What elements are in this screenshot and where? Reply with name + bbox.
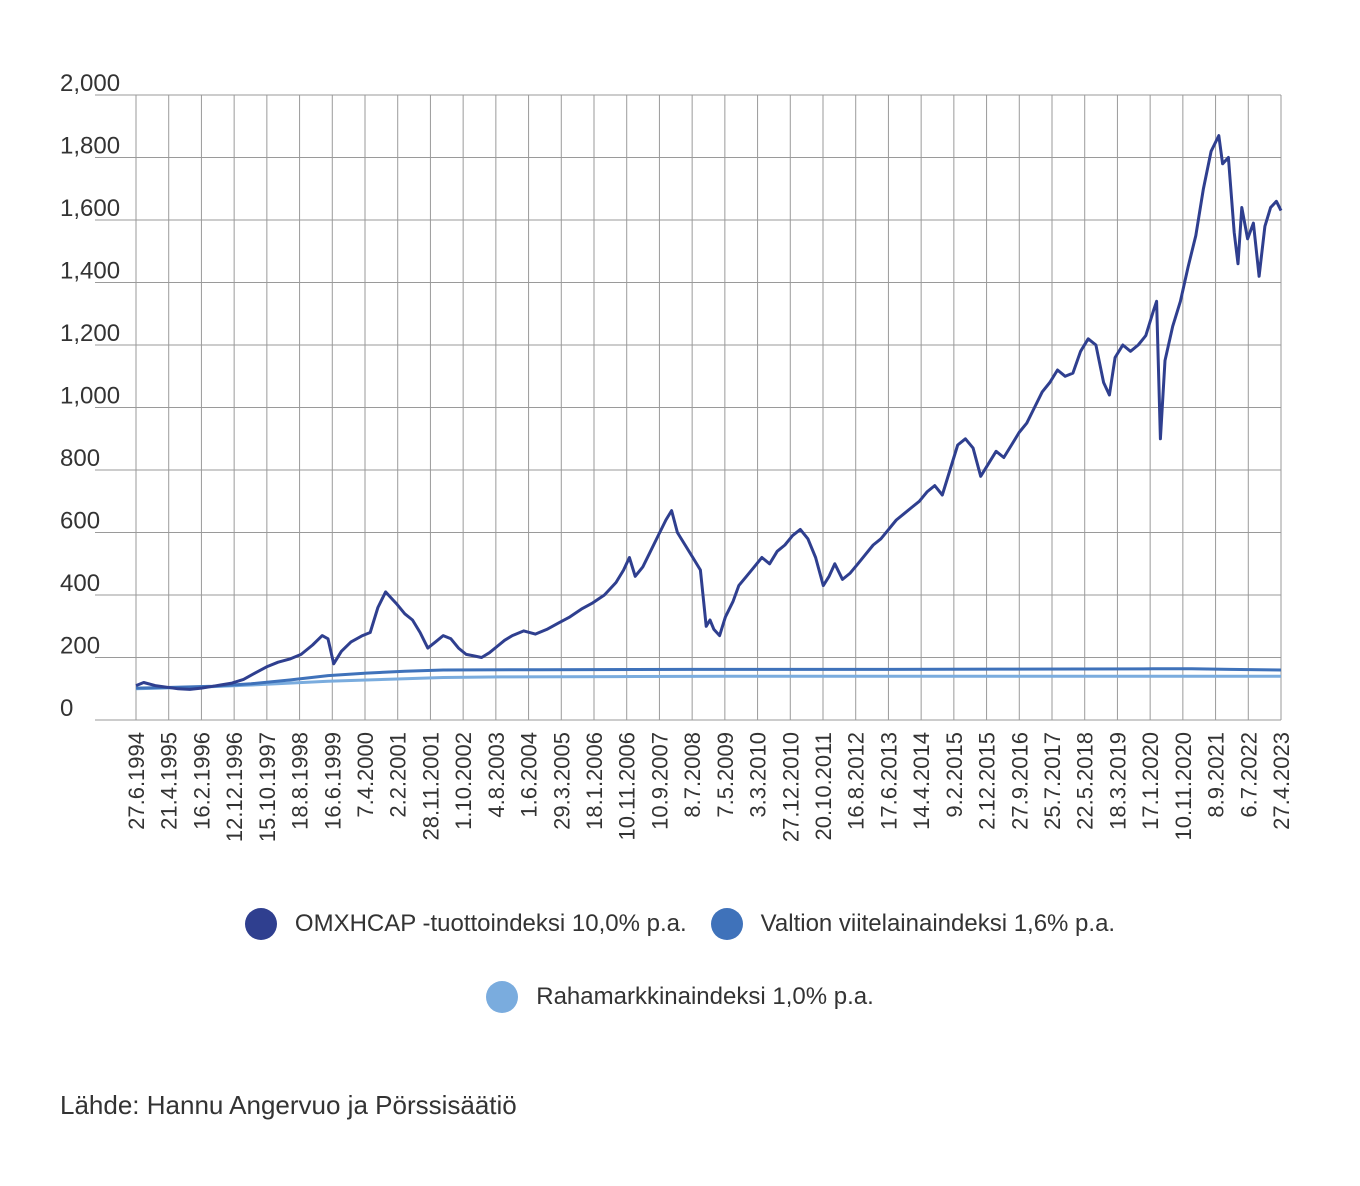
line-chart: 2,000 1,800 1,600 1,400 1,200 1,000 800 600 400 2… xyxy=(60,70,1294,842)
legend-label: Rahamarkkinaindeksi 1,0% p.a. xyxy=(536,983,874,1010)
y-tick-label: 600 xyxy=(60,508,100,535)
series-line xyxy=(135,667,1282,690)
x-tick-label: 4.8.2003 xyxy=(484,732,509,818)
x-tick-label: 12.12.1996 xyxy=(222,732,247,842)
x-tick-label: 16.6.1999 xyxy=(320,732,345,830)
legend-item-omxhcap: OMXHCAP -tuottoindeksi 10,0% p.a. xyxy=(244,908,687,940)
x-tick-label: 16.2.1996 xyxy=(189,732,214,830)
x-tick-label: 1.10.2002 xyxy=(451,732,476,830)
x-tick-label: 27.9.2016 xyxy=(1007,732,1032,830)
y-tick-label: 2,000 xyxy=(60,70,120,97)
x-tick-label: 17.6.2013 xyxy=(876,732,901,830)
y-tick-label: 1,200 xyxy=(60,320,120,347)
x-tick-label: 18.3.2019 xyxy=(1105,732,1130,830)
x-tick-label: 6.7.2022 xyxy=(1236,732,1261,818)
x-tick-label: 10.11.2020 xyxy=(1171,732,1196,840)
x-tick-label: 2.12.2015 xyxy=(975,732,1000,830)
x-tick-label: 7.5.2009 xyxy=(713,732,738,818)
legend-label: OMXHCAP -tuottoindeksi 10,0% p.a. xyxy=(294,910,687,937)
y-tick-label: 1,400 xyxy=(60,258,120,285)
x-tick-label: 10.11.2006 xyxy=(615,732,640,840)
y-tick-label: 1,600 xyxy=(60,195,120,222)
x-tick-label: 25.7.2017 xyxy=(1040,732,1065,830)
x-tick-label: 27.6.1994 xyxy=(124,732,149,830)
legend-item-rahamarkkina: Rahamarkkinaindeksi 1,0% p.a. xyxy=(486,981,874,1013)
legend-dot xyxy=(486,981,519,1013)
x-tick-label: 9.2.2015 xyxy=(942,732,967,818)
x-tick-label: 3.3.2010 xyxy=(746,732,771,818)
source-note: Lähde: Hannu Angervuo ja Pörssisäätiö xyxy=(60,1090,517,1120)
x-tick-label: 27.4.2023 xyxy=(1269,732,1294,830)
y-tick-label: 1,000 xyxy=(60,383,120,410)
x-tick-label: 8.7.2008 xyxy=(680,732,705,818)
y-tick-label: 200 xyxy=(60,633,100,660)
legend-dot xyxy=(710,908,743,940)
legend-label: Valtion viitelainaindeksi 1,6% p.a. xyxy=(760,910,1116,937)
legend-item-viitelaina: Valtion viitelainaindeksi 1,6% p.a. xyxy=(710,908,1116,940)
x-tick-label: 10.9.2007 xyxy=(647,732,672,830)
x-tick-label: 18.1.2006 xyxy=(582,732,607,830)
x-tick-label: 22.5.2018 xyxy=(1073,732,1098,830)
legend-row-1: OMXHCAP -tuottoindeksi 10,0% p.a. Valtio… xyxy=(0,908,1360,940)
x-tick-label: 29.3.2005 xyxy=(549,732,574,830)
x-tick-label: 15.10.1997 xyxy=(255,732,280,842)
legend-dot xyxy=(244,908,277,940)
x-tick-label: 20.10.2011 xyxy=(811,732,836,840)
x-tick-label: 14.4.2014 xyxy=(909,732,934,830)
x-tick-label: 1.6.2004 xyxy=(517,732,542,818)
x-tick-label: 27.12.2010 xyxy=(778,732,803,842)
x-tick-label: 8.9.2021 xyxy=(1204,732,1229,818)
x-tick-label: 28.11.2001 xyxy=(418,732,443,840)
legend-row-2: Rahamarkkinaindeksi 1,0% p.a. xyxy=(0,981,1360,1013)
x-tick-label: 16.8.2012 xyxy=(844,732,869,830)
y-tick-label: 0 xyxy=(60,695,73,722)
x-tick-label: 21.4.1995 xyxy=(157,732,182,830)
y-tick-label: 1,800 xyxy=(60,133,120,160)
y-tick-label: 400 xyxy=(60,570,100,597)
x-tick-label: 18.8.1998 xyxy=(288,732,313,830)
x-tick-label: 2.2.2001 xyxy=(386,732,411,818)
y-tick-label: 800 xyxy=(60,445,100,472)
series-line xyxy=(135,134,1283,691)
x-tick-label: 7.4.2000 xyxy=(353,732,378,818)
x-tick-label: 17.1.2020 xyxy=(1138,732,1163,830)
